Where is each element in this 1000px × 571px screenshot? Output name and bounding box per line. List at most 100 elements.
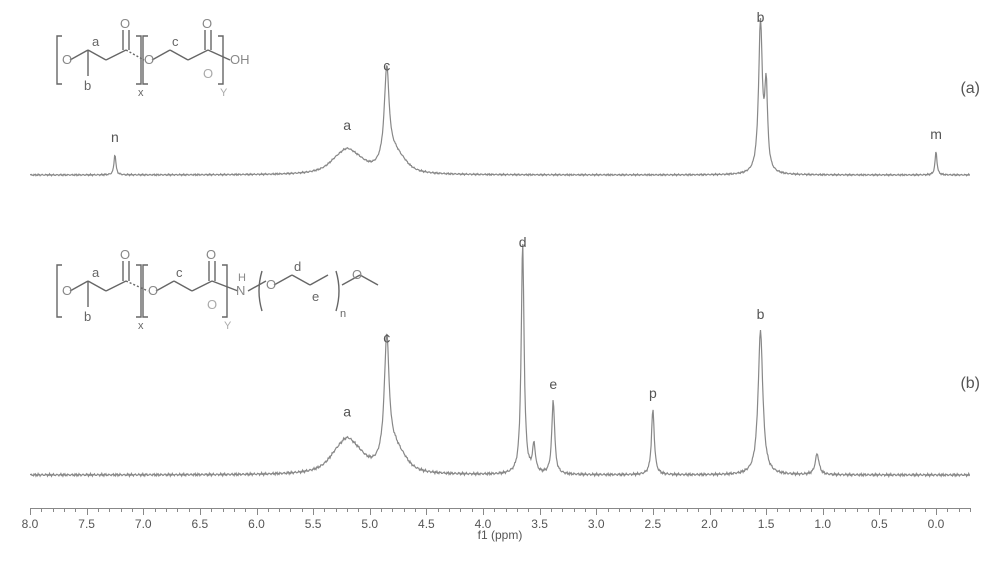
minor-tick	[404, 508, 405, 512]
minor-tick	[75, 508, 76, 512]
major-tick	[540, 508, 541, 515]
minor-tick	[53, 508, 54, 512]
panel-b-label: (b)	[960, 375, 980, 393]
ppm-axis-title: f1 (ppm)	[478, 528, 523, 542]
minor-tick	[857, 508, 858, 512]
tick-label: 0.0	[928, 517, 945, 531]
minor-tick	[279, 508, 280, 512]
tick-label: 3.0	[588, 517, 605, 531]
major-tick	[710, 508, 711, 515]
minor-tick	[811, 508, 812, 512]
panel-b: O O O O O N H O O a b c d e x Y	[30, 235, 970, 485]
minor-tick	[336, 508, 337, 512]
major-tick	[879, 508, 880, 515]
minor-tick	[381, 508, 382, 512]
minor-tick	[947, 508, 948, 512]
tick-label: 4.5	[418, 517, 435, 531]
tick-label: 7.0	[135, 517, 152, 531]
peak-label-b: b	[757, 10, 765, 25]
tick-label: 0.5	[871, 517, 888, 531]
minor-tick	[64, 508, 65, 512]
minor-tick	[721, 508, 722, 512]
peak-label-n: n	[111, 129, 119, 145]
minor-tick	[109, 508, 110, 512]
peak-label-b: b	[757, 306, 765, 322]
ppm-axis: 8.07.57.06.56.05.55.04.54.03.53.02.52.01…	[30, 508, 970, 548]
minor-tick	[438, 508, 439, 512]
minor-tick	[211, 508, 212, 512]
minor-tick	[449, 508, 450, 512]
minor-tick	[789, 508, 790, 512]
minor-tick	[834, 508, 835, 512]
major-tick	[936, 508, 937, 515]
minor-tick	[347, 508, 348, 512]
minor-tick	[925, 508, 926, 512]
major-tick	[596, 508, 597, 515]
minor-tick	[755, 508, 756, 512]
minor-tick	[132, 508, 133, 512]
minor-tick	[189, 508, 190, 512]
tick-label: 6.0	[248, 517, 265, 531]
tick-label: 3.5	[531, 517, 548, 531]
minor-tick	[166, 508, 167, 512]
minor-tick	[460, 508, 461, 512]
spectrum-trace	[30, 244, 970, 476]
minor-tick	[959, 508, 960, 512]
minor-tick	[324, 508, 325, 512]
major-tick	[200, 508, 201, 515]
minor-tick	[902, 508, 903, 512]
minor-tick	[777, 508, 778, 512]
minor-tick	[268, 508, 269, 512]
peak-label-m: m	[930, 126, 942, 142]
major-tick	[30, 508, 31, 515]
minor-tick	[676, 508, 677, 512]
minor-tick	[698, 508, 699, 512]
major-tick	[313, 508, 314, 515]
major-tick	[653, 508, 654, 515]
minor-tick	[223, 508, 224, 512]
major-tick	[766, 508, 767, 515]
minor-tick	[302, 508, 303, 512]
minor-tick	[121, 508, 122, 512]
major-tick	[426, 508, 427, 515]
peak-label-e: e	[549, 376, 557, 392]
tick-label: 2.0	[701, 517, 718, 531]
minor-tick	[687, 508, 688, 512]
minor-tick	[664, 508, 665, 512]
minor-tick	[41, 508, 42, 512]
major-tick	[823, 508, 824, 515]
minor-tick	[800, 508, 801, 512]
minor-tick	[630, 508, 631, 512]
major-tick	[483, 508, 484, 515]
minor-tick	[290, 508, 291, 512]
peak-label-a: a	[343, 404, 351, 420]
minor-tick	[234, 508, 235, 512]
tick-label: 1.5	[758, 517, 775, 531]
minor-tick	[913, 508, 914, 512]
minor-tick	[472, 508, 473, 512]
spectrum-b: acdepb	[30, 235, 970, 485]
nmr-figure: O O O O OH O a b c x Y nacbm (a)	[0, 0, 1000, 571]
minor-tick	[868, 508, 869, 512]
tick-label: 2.5	[645, 517, 662, 531]
major-tick	[143, 508, 144, 515]
spectrum-a: nacbm	[30, 10, 970, 185]
minor-tick	[528, 508, 529, 512]
tick-label: 6.5	[192, 517, 209, 531]
minor-tick	[494, 508, 495, 512]
major-tick	[87, 508, 88, 515]
minor-tick	[732, 508, 733, 512]
minor-tick	[970, 508, 971, 512]
minor-tick	[743, 508, 744, 512]
ppm-axis-line	[30, 508, 970, 509]
minor-tick	[642, 508, 643, 512]
panel-a: O O O O OH O a b c x Y nacbm (a)	[30, 10, 970, 185]
major-tick	[370, 508, 371, 515]
peak-label-d: d	[519, 235, 527, 250]
minor-tick	[392, 508, 393, 512]
peak-label-c: c	[383, 329, 390, 345]
peak-label-c: c	[383, 57, 390, 73]
minor-tick	[177, 508, 178, 512]
minor-tick	[98, 508, 99, 512]
spectrum-trace	[30, 18, 970, 176]
